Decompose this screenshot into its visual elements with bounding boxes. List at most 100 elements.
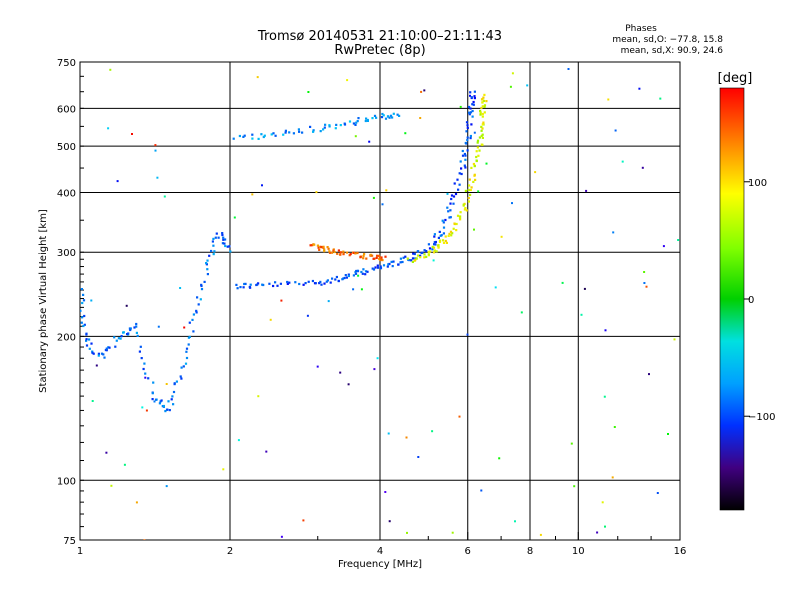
data-point [371,254,374,257]
data-point [482,121,485,124]
data-point [318,282,321,285]
noise-point [376,357,379,360]
data-point [282,133,285,136]
y-tick-label: 600 [57,104,76,115]
data-point [107,346,110,349]
data-point [461,154,465,157]
data-point [180,377,183,380]
data-point [464,154,467,157]
data-point [380,258,383,261]
data-point [454,192,458,196]
noise-point [165,383,168,385]
data-point [378,256,381,259]
data-point [286,280,289,284]
data-point [200,283,203,286]
y-tick-label: 400 [57,188,76,199]
noise-point [451,531,454,534]
data-point [376,264,379,267]
data-point [330,251,334,254]
data-point [459,211,462,214]
data-point [481,127,484,130]
noise-point [90,299,93,302]
noise-point [116,180,119,183]
noise-point [420,90,423,93]
noise-point [601,501,604,504]
data-point [284,131,287,134]
data-point [175,380,178,383]
x-tick-label: 6 [465,546,471,557]
data-point [447,210,450,213]
data-point [478,136,481,139]
noise-point [480,489,483,492]
data-point [147,377,150,380]
data-point [476,139,480,142]
data-point [243,282,246,286]
data-point [217,236,220,239]
data-point [80,309,82,312]
data-point [328,125,331,128]
data-point [466,124,469,127]
data-point [221,232,224,235]
data-point [414,257,417,260]
noise-point [237,439,240,442]
noise-point [143,539,146,540]
data-point [328,251,332,254]
data-point [154,398,158,401]
data-point [441,219,444,222]
data-point [445,241,448,244]
data-point [105,347,108,350]
data-point [279,282,282,285]
data-point [480,134,483,138]
data-point [333,250,336,254]
data-point [441,239,445,242]
noise-point [573,485,576,488]
data-point [377,254,381,257]
data-point [199,298,202,301]
noise-point [494,286,497,289]
noise-point [667,433,669,435]
data-point [206,259,209,262]
noise-point [509,85,512,88]
noise-point [384,491,387,493]
data-point [437,246,440,249]
data-point [464,158,467,161]
data-point [434,240,437,244]
data-point [446,206,449,209]
data-point [249,283,252,286]
data-point [414,259,417,262]
chart-title: Tromsø 20140531 21:10:00–21:11:43 [257,29,502,44]
data-point [372,268,376,271]
x-tick-label: 16 [674,546,687,557]
data-point [184,362,188,365]
noise-point [580,313,583,316]
noise-point [144,376,147,379]
data-point [419,256,422,259]
noise-point [473,228,475,231]
data-point [161,405,164,408]
data-point [260,133,263,136]
data-point [185,350,188,353]
data-point [172,403,175,406]
noise-point [432,259,435,262]
data-point [126,333,129,336]
noise-point [257,395,260,398]
data-point [213,250,216,253]
data-point [158,402,161,405]
data-point [376,254,379,257]
noise-point [511,72,514,75]
data-point [462,203,465,206]
data-point [469,91,472,94]
data-point [172,390,176,394]
data-point [476,141,479,144]
data-point [196,296,199,299]
colorbar [719,87,745,511]
noise-point [469,94,471,97]
data-point [129,327,132,330]
data-point [419,254,422,257]
data-point [85,338,88,341]
noise-point [539,533,542,536]
data-point [242,135,245,138]
data-point [313,243,316,246]
y-tick-label: 200 [57,332,76,343]
data-point [456,178,459,181]
